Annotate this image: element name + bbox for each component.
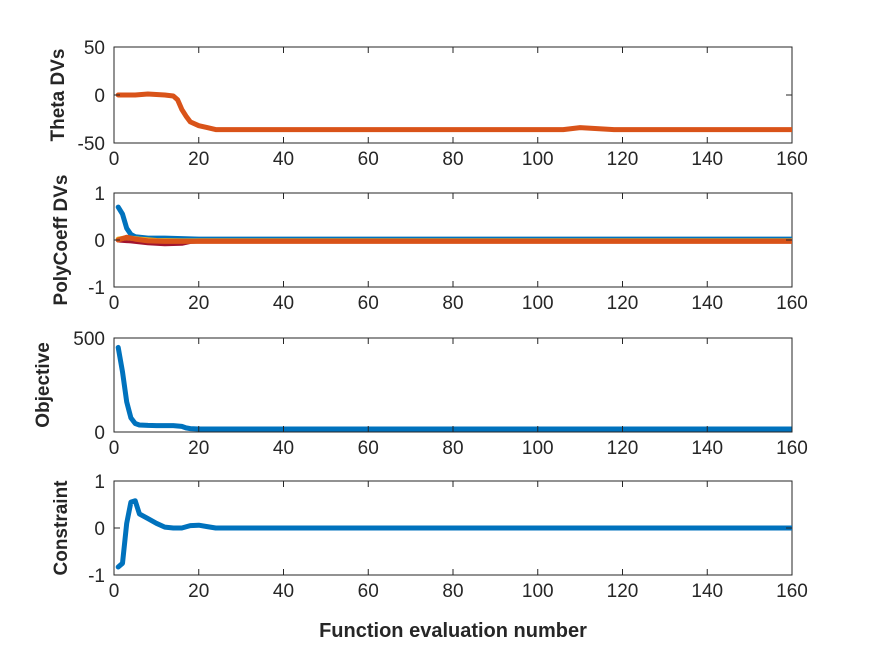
- y-tick-label: 0: [94, 231, 105, 252]
- x-tick-label: 40: [273, 581, 294, 602]
- x-tick-label: 100: [522, 438, 554, 459]
- y-tick-label: 50: [84, 38, 105, 59]
- x-tick-label: 120: [607, 581, 639, 602]
- x-tick-label: 40: [273, 293, 294, 314]
- x-tick-label: 80: [442, 293, 463, 314]
- x-tick-label: 100: [522, 581, 554, 602]
- x-tick-label: 20: [188, 581, 209, 602]
- subplot-objective: 0 20 40 60 80 100 120 140 160 0 500 Objective: [33, 329, 808, 459]
- x-tick-label: 0: [109, 581, 120, 602]
- y-axis-label: Constraint: [51, 480, 72, 576]
- x-tick-label: 40: [273, 438, 294, 459]
- x-axis-label: Function evaluation number: [319, 620, 587, 642]
- x-tick-label: 80: [442, 438, 463, 459]
- axes-box: [113, 337, 793, 433]
- x-tick-label: 60: [358, 293, 379, 314]
- x-tick-label: 100: [522, 293, 554, 314]
- x-tick-label: 0: [109, 293, 120, 314]
- y-axis-label: Objective: [33, 342, 54, 428]
- x-tick-label: 160: [776, 438, 808, 459]
- x-tick-label: 0: [109, 149, 120, 170]
- x-tick-label: 100: [522, 149, 554, 170]
- series-line-0: [115, 498, 792, 570]
- y-tick-label: -1: [88, 278, 105, 299]
- x-tick-label: 120: [607, 149, 639, 170]
- x-tick-label: 120: [607, 293, 639, 314]
- y-tick-label: 0: [94, 86, 105, 107]
- axes-box: [113, 46, 793, 144]
- x-tick-label: 140: [691, 438, 723, 459]
- y-axis-label: PolyCoeff DVs: [51, 175, 72, 306]
- x-tick-label: 160: [776, 149, 808, 170]
- x-tick-label: 20: [188, 149, 209, 170]
- y-tick-label: -1: [88, 566, 105, 587]
- series-line-3: [115, 234, 792, 244]
- x-tick-label: 60: [358, 581, 379, 602]
- y-tick-label: 0: [94, 519, 105, 540]
- x-tick-label: 80: [442, 149, 463, 170]
- y-tick-label: 0: [94, 423, 105, 444]
- x-tick-label: 160: [776, 581, 808, 602]
- x-tick-label: 20: [188, 293, 209, 314]
- x-tick-label: 40: [273, 149, 294, 170]
- x-tick-label: 140: [691, 149, 723, 170]
- x-tick-label: 140: [691, 581, 723, 602]
- x-tick-label: 60: [358, 438, 379, 459]
- x-tick-label: 160: [776, 293, 808, 314]
- x-tick-label: 20: [188, 438, 209, 459]
- series-line-0: [115, 91, 792, 133]
- x-tick-label: 140: [691, 293, 723, 314]
- series-line-0: [115, 344, 792, 432]
- x-tick-label: 60: [358, 149, 379, 170]
- y-tick-label: 1: [94, 184, 105, 205]
- x-tick-label: 120: [607, 438, 639, 459]
- y-tick-label: -50: [78, 134, 105, 155]
- y-tick-label: 500: [73, 329, 105, 350]
- x-tick-label: 0: [109, 438, 120, 459]
- x-tick-label: 80: [442, 581, 463, 602]
- y-axis-label: Theta DVs: [48, 49, 69, 142]
- y-tick-label: 1: [94, 472, 105, 493]
